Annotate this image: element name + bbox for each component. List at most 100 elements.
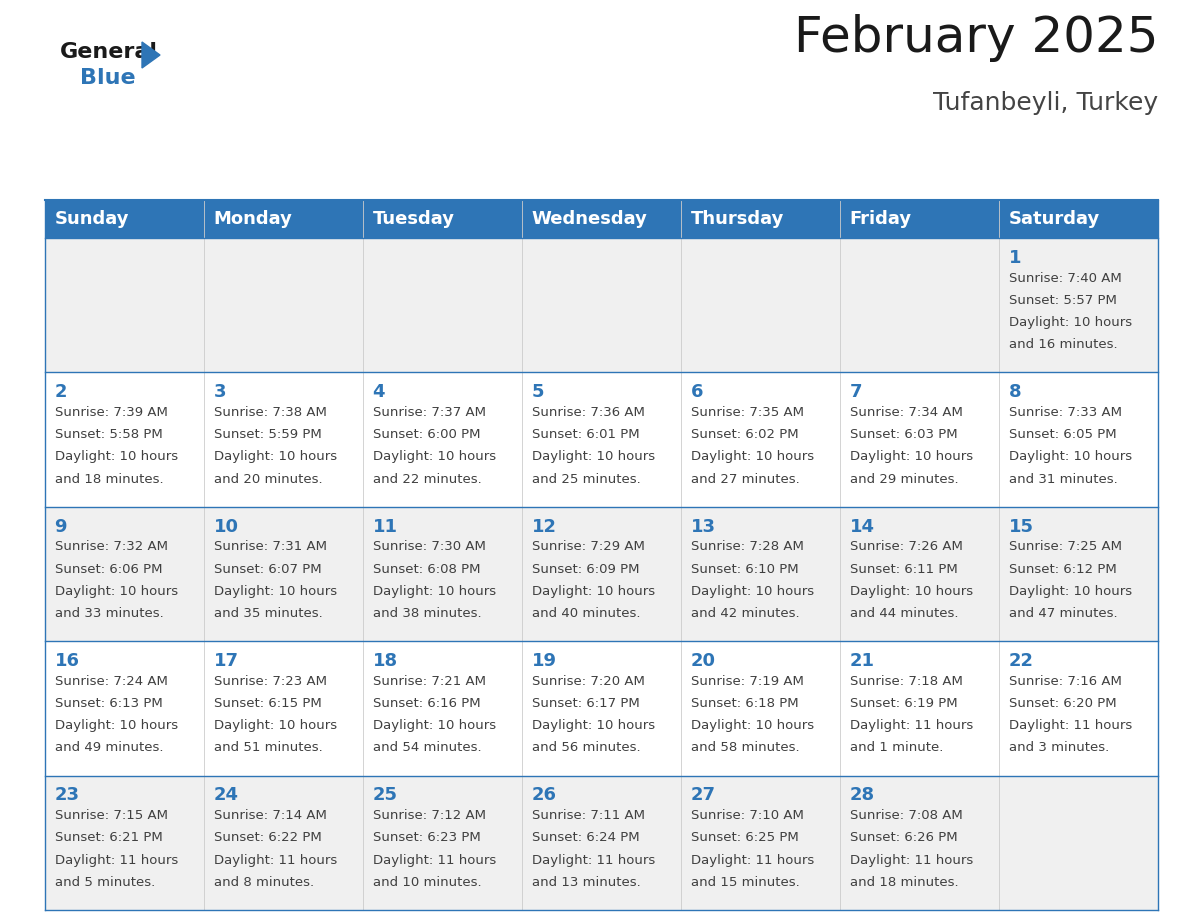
Text: Daylight: 10 hours: Daylight: 10 hours [690, 585, 814, 598]
Text: and 15 minutes.: and 15 minutes. [690, 876, 800, 889]
Text: and 31 minutes.: and 31 minutes. [1009, 473, 1117, 486]
Text: Sunset: 6:25 PM: Sunset: 6:25 PM [690, 832, 798, 845]
Text: Daylight: 10 hours: Daylight: 10 hours [1009, 316, 1132, 329]
Text: Sunset: 5:58 PM: Sunset: 5:58 PM [55, 428, 163, 442]
Text: Sunset: 6:07 PM: Sunset: 6:07 PM [214, 563, 321, 576]
Text: Daylight: 11 hours: Daylight: 11 hours [373, 854, 495, 867]
Text: Sunrise: 7:34 AM: Sunrise: 7:34 AM [849, 406, 962, 419]
Text: Tuesday: Tuesday [373, 210, 455, 228]
Text: Daylight: 10 hours: Daylight: 10 hours [214, 719, 336, 733]
Text: Daylight: 10 hours: Daylight: 10 hours [55, 719, 178, 733]
Text: Daylight: 11 hours: Daylight: 11 hours [214, 854, 336, 867]
Text: Sunrise: 7:31 AM: Sunrise: 7:31 AM [214, 541, 327, 554]
Text: Sunset: 6:00 PM: Sunset: 6:00 PM [373, 428, 480, 442]
Bar [45, 507, 1158, 641]
Text: General: General [61, 42, 158, 62]
Text: and 56 minutes.: and 56 minutes. [531, 742, 640, 755]
Text: Sunrise: 7:40 AM: Sunrise: 7:40 AM [1009, 272, 1121, 285]
Text: Sunrise: 7:24 AM: Sunrise: 7:24 AM [55, 675, 168, 688]
Bar [204, 200, 364, 238]
Text: Sunset: 6:03 PM: Sunset: 6:03 PM [849, 428, 958, 442]
Text: Sunrise: 7:28 AM: Sunrise: 7:28 AM [690, 541, 803, 554]
Text: Daylight: 10 hours: Daylight: 10 hours [373, 451, 495, 464]
Text: and 22 minutes.: and 22 minutes. [373, 473, 481, 486]
Text: Sunrise: 7:16 AM: Sunrise: 7:16 AM [1009, 675, 1121, 688]
Text: Sunrise: 7:18 AM: Sunrise: 7:18 AM [849, 675, 962, 688]
Text: Sunset: 6:02 PM: Sunset: 6:02 PM [690, 428, 798, 442]
Text: Sunset: 6:10 PM: Sunset: 6:10 PM [690, 563, 798, 576]
Bar [681, 200, 840, 238]
Text: and 10 minutes.: and 10 minutes. [373, 876, 481, 889]
Text: 4: 4 [373, 383, 385, 401]
Text: 18: 18 [373, 652, 398, 670]
Text: Daylight: 10 hours: Daylight: 10 hours [531, 451, 655, 464]
Text: Sunrise: 7:19 AM: Sunrise: 7:19 AM [690, 675, 803, 688]
Text: Sunset: 6:09 PM: Sunset: 6:09 PM [531, 563, 639, 576]
Text: Tufanbeyli, Turkey: Tufanbeyli, Turkey [933, 91, 1158, 115]
Text: 11: 11 [373, 518, 398, 535]
Text: 26: 26 [531, 787, 556, 804]
Text: Sunset: 6:15 PM: Sunset: 6:15 PM [214, 697, 321, 710]
Text: Sunday: Sunday [55, 210, 129, 228]
Text: Daylight: 10 hours: Daylight: 10 hours [1009, 585, 1132, 598]
Text: and 8 minutes.: and 8 minutes. [214, 876, 314, 889]
Text: 15: 15 [1009, 518, 1034, 535]
Text: and 16 minutes.: and 16 minutes. [1009, 338, 1117, 351]
Bar [840, 200, 999, 238]
Text: 23: 23 [55, 787, 80, 804]
Text: Daylight: 10 hours: Daylight: 10 hours [1009, 451, 1132, 464]
Text: Sunrise: 7:25 AM: Sunrise: 7:25 AM [1009, 541, 1121, 554]
Text: Sunset: 6:26 PM: Sunset: 6:26 PM [849, 832, 958, 845]
Text: Sunrise: 7:38 AM: Sunrise: 7:38 AM [214, 406, 327, 419]
Text: Sunset: 6:17 PM: Sunset: 6:17 PM [531, 697, 639, 710]
Text: 7: 7 [849, 383, 862, 401]
Text: Daylight: 11 hours: Daylight: 11 hours [1009, 719, 1132, 733]
Text: 14: 14 [849, 518, 874, 535]
Text: 9: 9 [55, 518, 67, 535]
Text: 28: 28 [849, 787, 874, 804]
Text: Sunset: 6:23 PM: Sunset: 6:23 PM [373, 832, 480, 845]
Text: Sunrise: 7:12 AM: Sunrise: 7:12 AM [373, 809, 486, 823]
Text: Sunrise: 7:11 AM: Sunrise: 7:11 AM [531, 809, 645, 823]
Bar [45, 641, 1158, 776]
Text: and 27 minutes.: and 27 minutes. [690, 473, 800, 486]
Text: 5: 5 [531, 383, 544, 401]
Text: and 47 minutes.: and 47 minutes. [1009, 607, 1117, 620]
Text: Sunrise: 7:21 AM: Sunrise: 7:21 AM [373, 675, 486, 688]
Text: Sunset: 6:19 PM: Sunset: 6:19 PM [849, 697, 958, 710]
Text: Sunrise: 7:30 AM: Sunrise: 7:30 AM [373, 541, 486, 554]
Text: 16: 16 [55, 652, 80, 670]
Polygon shape [143, 42, 160, 68]
Text: Sunrise: 7:08 AM: Sunrise: 7:08 AM [849, 809, 962, 823]
Text: 2: 2 [55, 383, 67, 401]
Text: and 18 minutes.: and 18 minutes. [55, 473, 163, 486]
Text: Daylight: 10 hours: Daylight: 10 hours [373, 585, 495, 598]
Text: Daylight: 10 hours: Daylight: 10 hours [690, 719, 814, 733]
Text: Daylight: 10 hours: Daylight: 10 hours [849, 585, 973, 598]
Text: Daylight: 11 hours: Daylight: 11 hours [690, 854, 814, 867]
Text: and 38 minutes.: and 38 minutes. [373, 607, 481, 620]
Text: and 40 minutes.: and 40 minutes. [531, 607, 640, 620]
Text: Sunset: 6:13 PM: Sunset: 6:13 PM [55, 697, 163, 710]
Text: Daylight: 10 hours: Daylight: 10 hours [214, 451, 336, 464]
Text: 25: 25 [373, 787, 398, 804]
Text: Sunset: 6:21 PM: Sunset: 6:21 PM [55, 832, 163, 845]
Text: 17: 17 [214, 652, 239, 670]
Text: Sunrise: 7:36 AM: Sunrise: 7:36 AM [531, 406, 644, 419]
Text: Monday: Monday [214, 210, 292, 228]
Text: Daylight: 10 hours: Daylight: 10 hours [531, 719, 655, 733]
Text: Sunrise: 7:37 AM: Sunrise: 7:37 AM [373, 406, 486, 419]
Text: Thursday: Thursday [690, 210, 784, 228]
Text: Sunset: 6:18 PM: Sunset: 6:18 PM [690, 697, 798, 710]
Text: Sunset: 6:08 PM: Sunset: 6:08 PM [373, 563, 480, 576]
Text: and 54 minutes.: and 54 minutes. [373, 742, 481, 755]
Text: and 13 minutes.: and 13 minutes. [531, 876, 640, 889]
Text: Sunset: 5:59 PM: Sunset: 5:59 PM [214, 428, 321, 442]
Bar [45, 238, 1158, 373]
Text: 3: 3 [214, 383, 226, 401]
Text: Sunset: 6:01 PM: Sunset: 6:01 PM [531, 428, 639, 442]
Text: 24: 24 [214, 787, 239, 804]
Text: Sunrise: 7:32 AM: Sunrise: 7:32 AM [55, 541, 168, 554]
Text: 10: 10 [214, 518, 239, 535]
Text: Sunrise: 7:29 AM: Sunrise: 7:29 AM [531, 541, 644, 554]
